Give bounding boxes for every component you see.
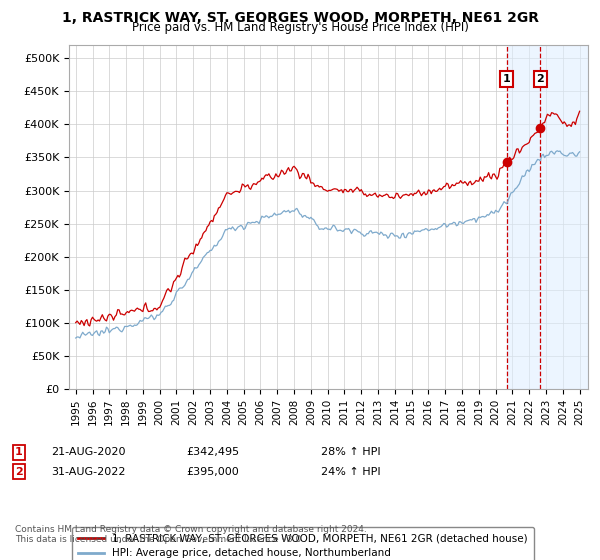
Text: 2: 2 xyxy=(15,466,23,477)
Text: Price paid vs. HM Land Registry's House Price Index (HPI): Price paid vs. HM Land Registry's House … xyxy=(131,21,469,34)
Bar xyxy=(507,45,588,389)
Text: 1, RASTRICK WAY, ST. GEORGES WOOD, MORPETH, NE61 2GR: 1, RASTRICK WAY, ST. GEORGES WOOD, MORPE… xyxy=(62,11,539,25)
Text: £342,495: £342,495 xyxy=(186,447,239,458)
Text: 1: 1 xyxy=(503,74,511,84)
Text: 1: 1 xyxy=(15,447,23,458)
Text: 31-AUG-2022: 31-AUG-2022 xyxy=(51,466,125,477)
Text: Contains HM Land Registry data © Crown copyright and database right 2024.
This d: Contains HM Land Registry data © Crown c… xyxy=(15,525,367,544)
Text: £395,000: £395,000 xyxy=(186,466,239,477)
Text: 2: 2 xyxy=(536,74,544,84)
Text: 21-AUG-2020: 21-AUG-2020 xyxy=(51,447,125,458)
Text: 28% ↑ HPI: 28% ↑ HPI xyxy=(321,447,380,458)
Legend: 1, RASTRICK WAY, ST. GEORGES WOOD, MORPETH, NE61 2GR (detached house), HPI: Aver: 1, RASTRICK WAY, ST. GEORGES WOOD, MORPE… xyxy=(71,527,534,560)
Text: 24% ↑ HPI: 24% ↑ HPI xyxy=(321,466,380,477)
